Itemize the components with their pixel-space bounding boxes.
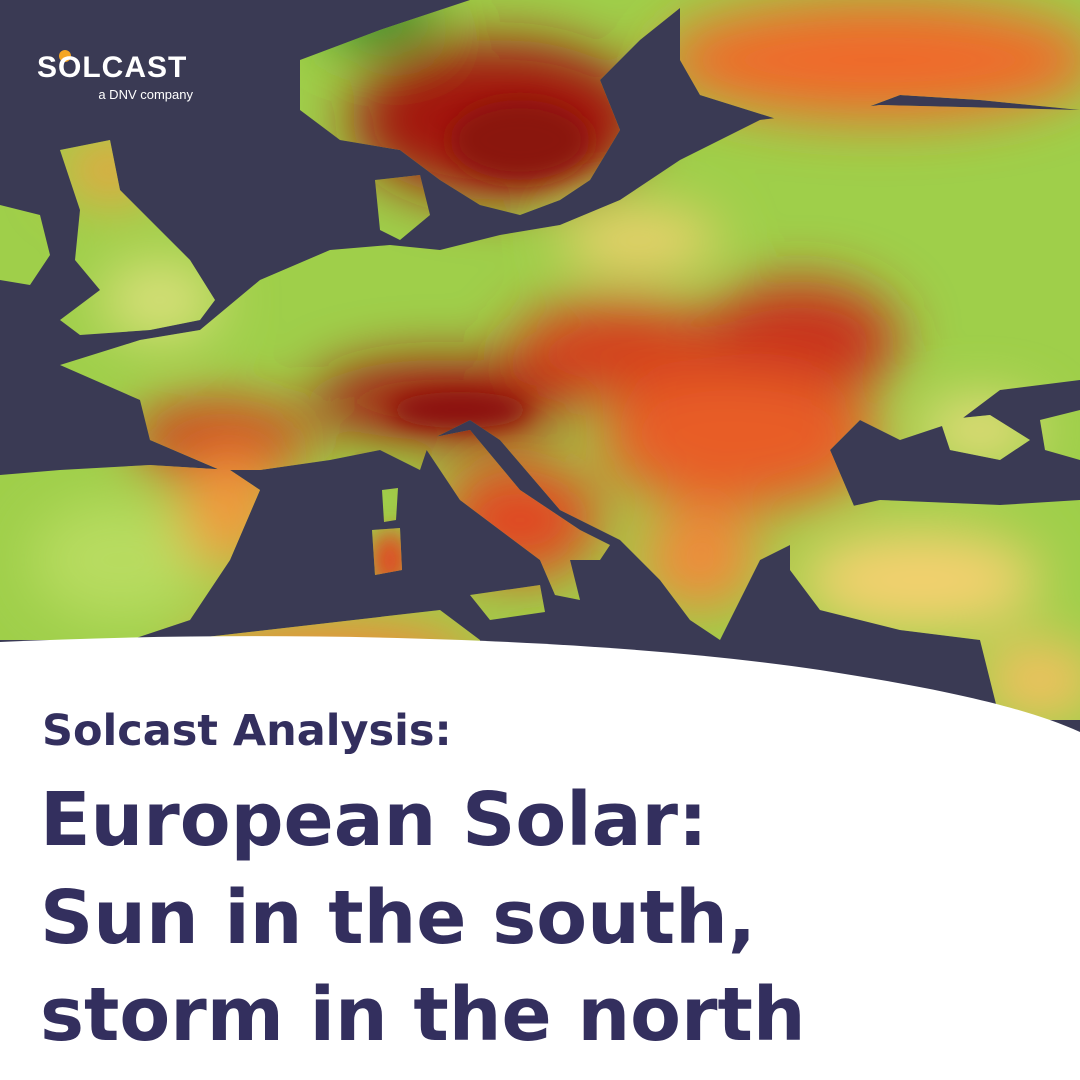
text-panel	[0, 636, 1080, 1080]
logo-tagline: a DNV company	[98, 87, 193, 102]
logo: SOLCAST a DNV company	[37, 50, 193, 102]
title-line: Sun in the south,	[40, 875, 756, 961]
logo-name: SOLCAST	[37, 51, 187, 84]
kicker: Solcast Analysis:	[42, 706, 452, 756]
title-line: European Solar:	[40, 777, 708, 863]
logo-sun	[59, 50, 71, 62]
title-line: storm in the north	[40, 972, 806, 1058]
